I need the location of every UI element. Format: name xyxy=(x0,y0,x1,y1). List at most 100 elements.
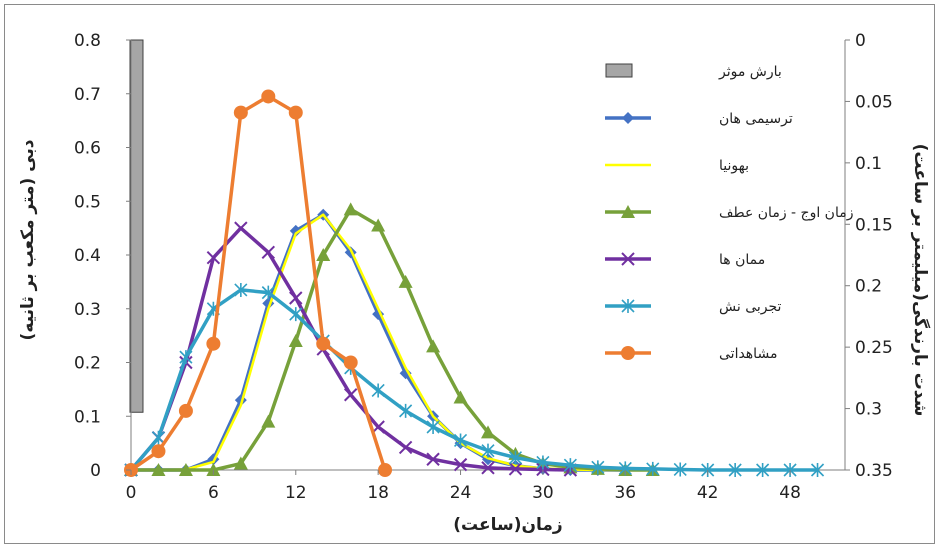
series-line xyxy=(131,213,626,472)
legend-label: مشاهداتی xyxy=(719,346,777,362)
star-marker xyxy=(453,433,468,448)
legend-rainfall-swatch xyxy=(605,63,633,78)
series-line xyxy=(130,94,387,472)
star-marker xyxy=(234,282,248,297)
circle-marker xyxy=(261,89,276,104)
y-tick-label: 0.7 xyxy=(74,85,101,105)
star-marker xyxy=(621,299,635,313)
triangle-marker xyxy=(481,425,495,439)
triangle-marker xyxy=(371,218,386,232)
rainfall-bar xyxy=(129,39,144,413)
y2-tick-label: 0.3 xyxy=(855,400,882,420)
triangle-marker xyxy=(343,202,358,216)
star-marker xyxy=(371,383,385,398)
series-1 xyxy=(131,213,626,472)
x-marker xyxy=(481,461,495,475)
x-axis-title: زمان(ساعت) xyxy=(453,515,562,535)
legend-label: بهونیا xyxy=(719,158,749,174)
diamond-marker xyxy=(622,112,634,124)
triangle-marker xyxy=(233,456,248,470)
x-tick-label: 36 xyxy=(614,483,636,503)
x-marker xyxy=(289,291,303,305)
star-marker xyxy=(151,430,166,445)
diamond-marker xyxy=(289,224,302,237)
y-tick-label: 0.6 xyxy=(74,139,101,159)
x-tick-label: 12 xyxy=(285,483,307,503)
circle-marker xyxy=(621,346,635,360)
x-marker xyxy=(206,250,221,265)
series-0 xyxy=(125,208,632,476)
star-marker xyxy=(261,285,275,300)
y2-tick-label: 0.05 xyxy=(855,92,893,112)
circle-marker xyxy=(206,336,221,351)
y-tick-label: 0.3 xyxy=(74,300,101,320)
star-marker xyxy=(756,463,770,477)
legend-label: زمان اوج - زمان عطف xyxy=(719,205,853,221)
series-line xyxy=(129,226,571,472)
x-marker xyxy=(234,221,248,235)
y2-tick-label: 0.2 xyxy=(855,277,882,297)
chart-frame: 0 6 12 18 24 30 36 42 48 0 0.1 0.2 0.3 0.4 0.5 0.6 0.7 0.… xyxy=(4,4,935,544)
legend-label: ممان ها xyxy=(719,252,765,268)
triangle-marker xyxy=(261,414,276,428)
star-marker xyxy=(426,420,440,434)
star-marker xyxy=(810,463,825,477)
series-line xyxy=(129,288,818,472)
y-axis-title: دبی (متر مکعب بر ثانیه) xyxy=(18,139,38,340)
circle-marker xyxy=(178,403,193,418)
diamond-marker xyxy=(399,367,412,380)
y2-tick-label: 0.35 xyxy=(855,461,893,481)
y-tick-label: 0.8 xyxy=(74,31,101,51)
circle-marker xyxy=(288,105,303,120)
star-marker xyxy=(646,461,660,476)
circle-marker xyxy=(151,444,166,459)
star-marker xyxy=(728,463,742,477)
x-marker xyxy=(343,388,358,402)
star-marker xyxy=(399,403,413,418)
y-tick-label: 0.4 xyxy=(74,246,101,266)
star-marker xyxy=(536,455,550,470)
star-marker xyxy=(179,350,193,365)
x-marker xyxy=(453,457,468,472)
y2-tick-label: 0.15 xyxy=(855,215,893,235)
y-tick-label: 0 xyxy=(90,461,101,481)
x-tick-label: 0 xyxy=(126,483,137,503)
circle-marker xyxy=(316,336,331,351)
triangle-marker xyxy=(178,463,193,476)
series-3 xyxy=(124,221,578,477)
x-marker xyxy=(261,245,276,260)
star-marker xyxy=(508,450,523,465)
triangle-marker xyxy=(151,463,166,476)
star-marker xyxy=(563,458,577,473)
hydrograph-chart: 0 6 12 18 24 30 36 42 48 0 0.1 0.2 0.3 0.4 0.5 0.6 0.7 0.… xyxy=(18,31,931,535)
y2-tick-label: 0.25 xyxy=(855,338,893,358)
star-marker xyxy=(673,462,687,477)
x-tick-label: 48 xyxy=(779,483,801,503)
legend-rainfall-label: بارش موثر xyxy=(718,64,782,80)
x-tick-label: 30 xyxy=(532,483,554,503)
circle-marker xyxy=(233,105,248,120)
star-marker xyxy=(289,307,303,322)
x-tick-label: 6 xyxy=(208,483,219,503)
triangle-marker xyxy=(206,463,221,476)
triangle-marker xyxy=(621,205,635,218)
triangle-marker xyxy=(426,339,441,353)
y2-axis-title: شدت بارندگی(میلیمتر بر ساعت) xyxy=(910,144,931,417)
star-marker xyxy=(591,460,605,475)
x-marker xyxy=(398,440,413,455)
triangle-marker xyxy=(398,274,413,288)
triangle-marker xyxy=(288,334,303,347)
y-tick-label: 0.2 xyxy=(74,354,101,374)
y2-tick-label: 0.1 xyxy=(855,154,882,174)
y-tick-label: 0.5 xyxy=(74,192,101,212)
series-5 xyxy=(124,89,393,477)
circle-marker xyxy=(378,463,393,477)
y2-tick-label: 0 xyxy=(855,31,866,51)
legend-label: ترسیمی هان xyxy=(719,111,793,127)
x-tick-label: 18 xyxy=(367,483,389,503)
triangle-marker xyxy=(453,390,468,404)
triangle-marker xyxy=(316,248,331,261)
x-marker xyxy=(621,252,635,266)
x-tick-label: 24 xyxy=(450,483,472,503)
y-tick-label: 0.1 xyxy=(74,407,101,427)
